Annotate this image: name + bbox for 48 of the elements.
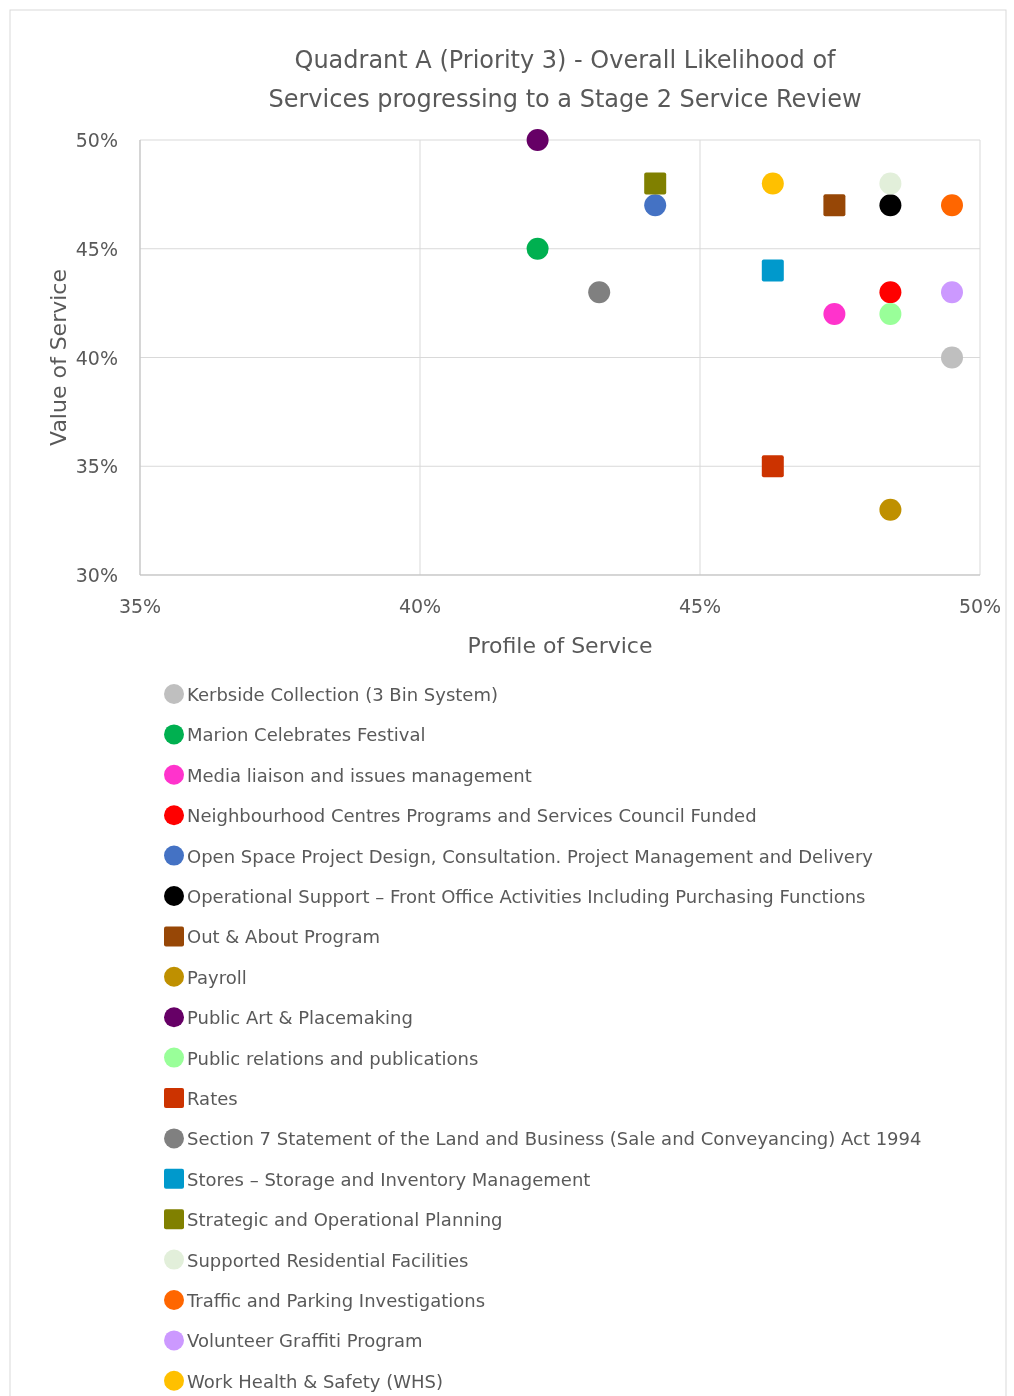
legend-label: Payroll (187, 966, 247, 988)
point (879, 498, 902, 521)
point (879, 281, 902, 304)
legend-label: Rates (187, 1088, 238, 1109)
legend-label: Kerbside Collection (3 Bin System) (187, 684, 498, 705)
y-tick-label: 45% (75, 237, 118, 260)
point (879, 303, 902, 325)
point (941, 281, 963, 304)
point (941, 194, 963, 217)
point (823, 303, 846, 325)
point (644, 172, 667, 195)
point (823, 194, 846, 217)
point (879, 194, 902, 217)
legend-label: Marion Celebrates Festival (187, 724, 426, 746)
x-axis-title: Profile of Service (467, 633, 653, 658)
point (644, 194, 667, 217)
x-tick-label: 40% (398, 595, 442, 617)
y-tick-label: 30% (75, 564, 118, 586)
legend-label: Work Health & Safety (WHS) (187, 1370, 443, 1392)
legend-label: Stores – Storage and Inventory Management (187, 1168, 591, 1190)
point (941, 346, 963, 369)
legend-label: Supported Residential Facilities (187, 1249, 469, 1271)
point (526, 237, 549, 260)
y-tick-label: 35% (75, 455, 118, 478)
legend-label: Open Space Project Design, Consultation. Project Management and Delivery (187, 845, 874, 867)
x-tick-label: 50% (958, 595, 1002, 617)
legend-label: Operational Support – Front Office Activities Including Purchasing Functions (187, 886, 866, 907)
point (761, 259, 784, 282)
point (588, 281, 611, 304)
legend-label: Strategic and Operational Planning (187, 1209, 503, 1231)
point (879, 172, 902, 195)
x-tick-label: 35% (118, 595, 162, 617)
point (761, 455, 784, 478)
y-tick-label: 50% (75, 129, 118, 151)
legend-label: Public Art & Placemaking (187, 1007, 413, 1029)
point (526, 129, 549, 151)
legend-label: Traffic and Parking Investigations (186, 1290, 486, 1311)
legend-label: Volunteer Graffiti Program (187, 1330, 423, 1352)
legend-label: Public relations and publications (187, 1047, 479, 1069)
y-axis-title: Value of Service (46, 269, 71, 446)
x-tick-label: 45% (678, 595, 722, 617)
legend-label: Section 7 Statement of the Land and Business (Sale and Conveyancing) Act 1994 (187, 1128, 922, 1150)
y-tick-label: 40% (75, 346, 118, 369)
chart-title: Quadrant A (Priority 3) - Overall Likelihood of Services progressing to a Stage 2 Service Review (268, 46, 862, 113)
point (761, 172, 784, 195)
legend-label: Media liaison and issues management (187, 764, 532, 786)
legend-label: Out & About Program (187, 926, 380, 948)
legend-label: Neighbourhood Centres Programs and Services Council Funded (187, 805, 757, 827)
